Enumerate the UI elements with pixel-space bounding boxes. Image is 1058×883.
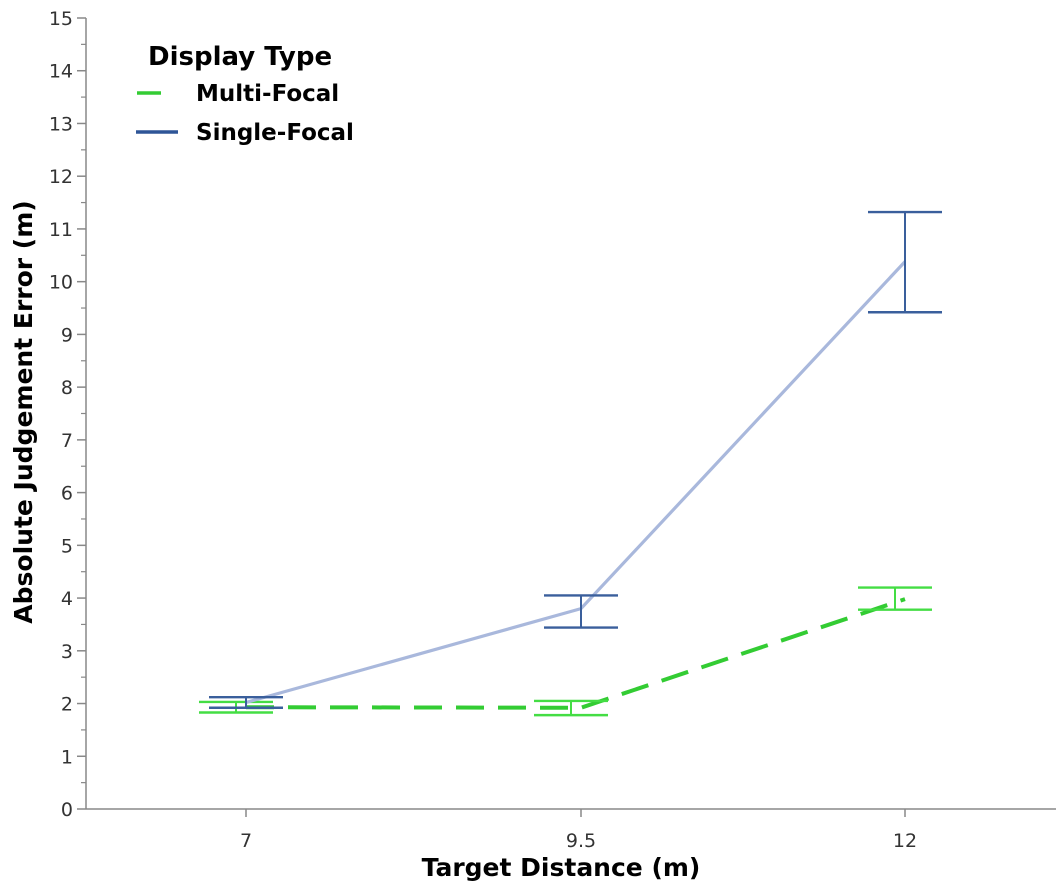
y-tick-label: 10 [49, 272, 73, 294]
y-tick-label: 5 [61, 535, 73, 557]
legend-item-multi-focal: Multi-Focal [137, 81, 339, 107]
series-single-focal [209, 210, 942, 709]
y-tick-label: 11 [49, 219, 73, 241]
y-tick-label: 9 [61, 324, 73, 346]
legend-label: Multi-Focal [196, 81, 339, 107]
y-tick-label: 1 [61, 746, 73, 768]
series-line-multi-focal [245, 597, 906, 710]
series-line-single-focal [245, 260, 907, 705]
error-bar-single-focal [544, 594, 618, 629]
y-tick-label: 12 [49, 166, 73, 188]
x-axis-title: Target Distance (m) [422, 853, 701, 882]
y-tick-label: 7 [61, 430, 73, 452]
y-tick-label: 13 [49, 113, 73, 135]
y-axis-title: Absolute Judgement Error (m) [9, 200, 38, 623]
x-tick-label: 12 [893, 830, 917, 852]
error-bar-single-focal [868, 210, 942, 314]
legend-item-single-focal: Single-Focal [136, 120, 354, 146]
legend: Display Type Multi-Focal Single-Focal [136, 42, 354, 146]
error-bar-multi-focal [858, 586, 932, 611]
y-tick-label: 14 [49, 61, 73, 83]
y-tick-label: 15 [49, 8, 73, 30]
y-tick-label: 2 [61, 694, 73, 716]
error-bar-single-focal [209, 696, 283, 709]
y-tick-label: 8 [61, 377, 73, 399]
y-tick-label: 0 [61, 799, 73, 821]
y-tick-label: 3 [61, 641, 73, 663]
y-tick-label: 4 [61, 588, 73, 610]
legend-label: Single-Focal [196, 120, 354, 146]
x-tick-label: 9.5 [566, 830, 596, 852]
y-tick-label: 6 [61, 483, 73, 505]
x-tick-label: 7 [240, 830, 252, 852]
error-bar-multi-focal [534, 699, 608, 717]
legend-title: Display Type [148, 42, 332, 72]
series-layer [199, 210, 942, 717]
series-multi-focal [199, 586, 932, 717]
